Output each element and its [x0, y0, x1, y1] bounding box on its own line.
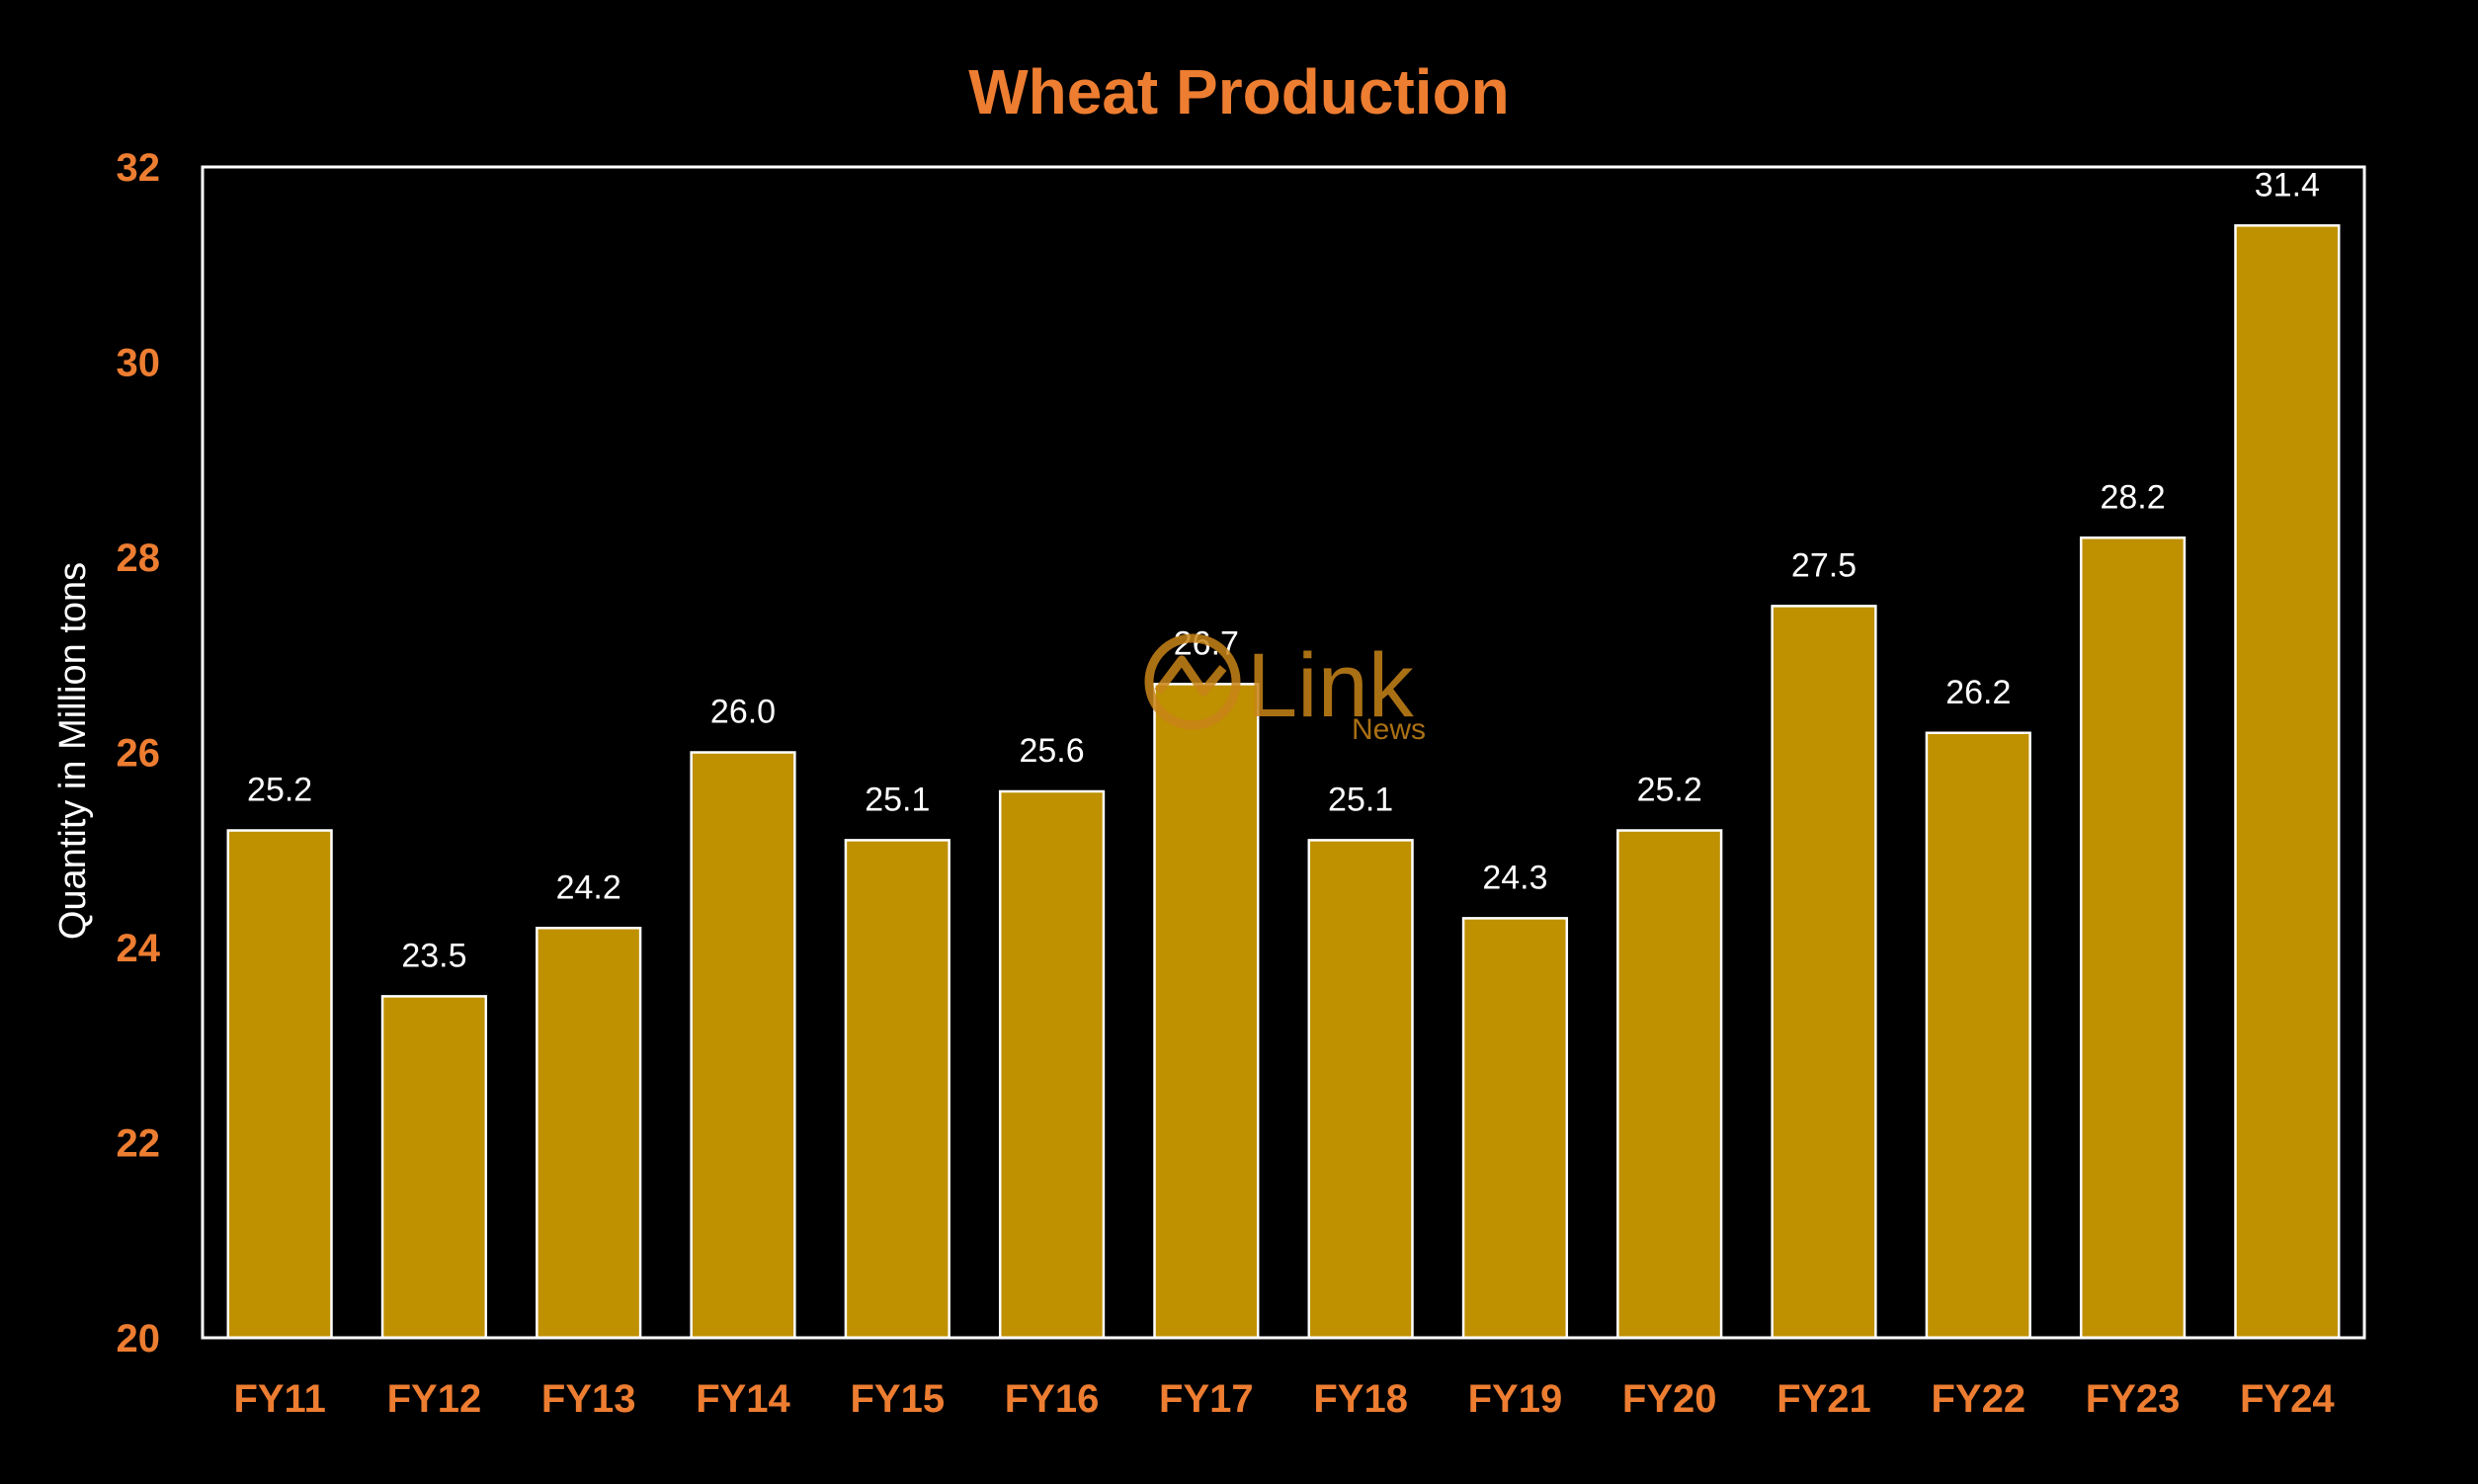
y-tick-label: 30 — [117, 342, 161, 385]
data-label: 24.3 — [1482, 859, 1547, 896]
data-label: 25.2 — [1637, 772, 1702, 809]
data-label: 25.1 — [1328, 781, 1393, 818]
data-labels: 25.223.524.226.025.125.626.725.124.325.2… — [247, 166, 2320, 974]
y-axis-label: Quantity in Million tons — [52, 562, 94, 940]
x-tick-label: FY17 — [1159, 1377, 1254, 1421]
x-tick-label: FY19 — [1468, 1377, 1563, 1421]
bar-fy24 — [2234, 224, 2341, 1340]
x-tick-label: FY20 — [1622, 1377, 1717, 1421]
x-tick-label: FY24 — [2240, 1377, 2335, 1421]
bar-fy17 — [1153, 683, 1260, 1340]
bar-fy18 — [1307, 839, 1414, 1340]
x-tick-label: FY15 — [850, 1377, 945, 1421]
link-news-watermark: Link News — [1144, 633, 1426, 746]
bar-fy20 — [1616, 829, 1723, 1340]
bar-fy12 — [380, 995, 488, 1340]
bar-fy19 — [1461, 917, 1569, 1340]
data-label: 23.5 — [401, 937, 466, 974]
y-axis-ticks: 20 22 24 26 28 30 32 — [117, 146, 161, 1360]
data-label: 24.2 — [556, 868, 621, 906]
plot-area-border — [201, 165, 2366, 1340]
y-tick-label: 28 — [117, 536, 161, 580]
data-label: 28.2 — [2100, 478, 2165, 516]
x-tick-label: FY18 — [1313, 1377, 1408, 1421]
link-news-logo-icon — [1144, 633, 1241, 730]
data-label: 27.5 — [1791, 546, 1857, 584]
bar-fy21 — [1771, 605, 1877, 1340]
x-tick-label: FY14 — [696, 1377, 790, 1421]
bar-fy15 — [844, 839, 950, 1340]
watermark-subtitle: News — [1352, 713, 1426, 746]
watermark-title: Link — [1247, 635, 1415, 736]
bar-fy16 — [998, 789, 1106, 1340]
y-tick-label: 20 — [117, 1317, 161, 1360]
x-tick-label: FY23 — [2086, 1377, 2181, 1421]
data-label: 25.6 — [1019, 732, 1084, 770]
y-tick-label: 22 — [117, 1122, 161, 1166]
y-tick-label: 24 — [117, 927, 161, 970]
x-tick-label: FY12 — [387, 1377, 482, 1421]
x-tick-label: FY22 — [1931, 1377, 2025, 1421]
data-label: 26.0 — [710, 694, 776, 731]
data-label: 25.2 — [247, 772, 312, 809]
chart-title: Wheat Production — [968, 56, 1510, 127]
bar-fy23 — [2079, 536, 2187, 1340]
data-label: 26.2 — [1945, 674, 2011, 711]
bar-series — [226, 224, 2341, 1340]
x-tick-label: FY21 — [1776, 1377, 1871, 1421]
y-tick-label: 32 — [117, 146, 161, 190]
data-label: 25.1 — [865, 781, 930, 818]
data-label: 31.4 — [2255, 166, 2320, 204]
bar-fy14 — [690, 751, 796, 1340]
bar-fy13 — [536, 927, 642, 1340]
x-tick-label: FY16 — [1005, 1377, 1100, 1421]
bar-fy11 — [226, 829, 333, 1340]
x-tick-label: FY13 — [541, 1377, 636, 1421]
x-tick-label: FY11 — [233, 1377, 325, 1421]
y-tick-label: 26 — [117, 732, 161, 776]
bar-fy22 — [1925, 731, 2031, 1340]
x-axis-ticks: FY11 FY12 FY13 FY14 FY15 FY16 FY17 FY18 FY19 FY20… — [233, 1377, 2335, 1421]
